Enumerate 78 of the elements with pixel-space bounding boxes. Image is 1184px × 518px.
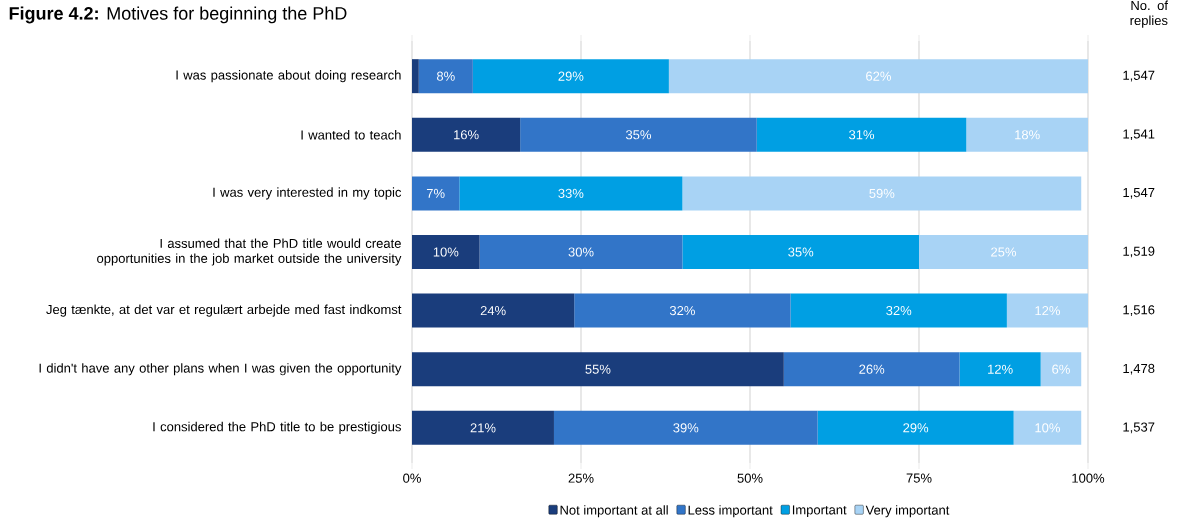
x-tick-label: 75%: [906, 473, 932, 483]
data-label: 10%: [433, 247, 459, 257]
data-label: 35%: [625, 130, 652, 140]
data-label: 32%: [886, 305, 912, 316]
y-tick-label: I assumed that the PhD title would create opportunities in the job market outside the university: [97, 238, 402, 266]
x-tick-label: 0%: [403, 473, 421, 483]
bar: [1013, 410, 1082, 445]
text: 1,541: [1123, 129, 1155, 141]
data-label: 35%: [788, 247, 814, 257]
data-label: 39%: [673, 423, 699, 433]
x-tick-label: 100%: [1072, 473, 1105, 483]
bar: [959, 352, 1041, 387]
data-label: 25%: [991, 247, 1017, 257]
data-label: 62%: [866, 71, 891, 81]
data-label: 32%: [669, 305, 695, 316]
data-label: 10%: [1035, 423, 1060, 433]
bar: [412, 59, 419, 94]
data-label: 59%: [869, 188, 895, 198]
bar: [412, 234, 480, 269]
text: 1,547: [1123, 188, 1155, 199]
bar: [412, 176, 460, 211]
y-tick-label: I wanted to teach: [301, 130, 401, 140]
bar: [756, 117, 967, 152]
text: Figure 4.2: Motives for beginning the PhD: [9, 6, 347, 24]
bar: [682, 234, 919, 269]
data-label: 29%: [903, 423, 929, 433]
bar: [1006, 293, 1088, 328]
data-label: 12%: [1035, 306, 1060, 316]
bar: [479, 234, 683, 269]
text: No. of replies: [1130, 0, 1168, 28]
x-tick-label: 50%: [737, 473, 763, 483]
y-tick-label: I was very interested in my topic: [213, 187, 402, 200]
bar: [966, 117, 1088, 152]
data-label: 31%: [849, 130, 875, 140]
data-label: 21%: [470, 423, 496, 433]
bar: [412, 117, 521, 152]
bar: [459, 176, 683, 211]
legend-label: Less important: [688, 505, 773, 518]
bar: [418, 59, 473, 94]
legend-label: Important: [792, 505, 847, 518]
data-label: 24%: [480, 306, 506, 316]
data-label: 30%: [568, 247, 594, 257]
bar: [520, 117, 757, 152]
data-label: 18%: [1015, 130, 1040, 140]
data-label: 6%: [1052, 364, 1070, 374]
legend-label: Not important at all: [560, 505, 668, 518]
bar: [412, 293, 575, 328]
data-label: 26%: [859, 364, 885, 374]
y-tick-label: I didn't have any other plans when I was given the opportunity: [39, 363, 402, 376]
legend-label: Very important: [865, 505, 950, 518]
bar: [682, 176, 1082, 211]
y-tick-label: Jeg tænkte, at det var et regulært arbejde med fast indkomst: [46, 304, 402, 317]
bar: [790, 293, 1007, 328]
data-label: 55%: [585, 364, 611, 374]
text: 1,516: [1123, 305, 1155, 316]
y-tick-label: I was passionate about doing research: [176, 70, 401, 83]
bar: [412, 352, 784, 387]
data-label: 7%: [426, 188, 445, 198]
text: 1,478: [1123, 363, 1155, 375]
x-tick-label: 25%: [568, 473, 594, 483]
bar: [919, 234, 1088, 269]
text: 1,537: [1123, 422, 1155, 434]
bar: [1040, 352, 1082, 387]
bar: [553, 410, 818, 445]
data-label: 16%: [454, 130, 479, 140]
bar: [783, 352, 960, 387]
data-label: 8%: [436, 71, 455, 81]
bar: [817, 410, 1014, 445]
bar: [472, 59, 669, 94]
data-label: 33%: [558, 188, 584, 198]
bar: [412, 410, 554, 445]
data-label: 29%: [558, 71, 584, 81]
y-tick-label: I considered the PhD title to be prestigious: [153, 421, 401, 434]
bar: [574, 293, 791, 328]
bar: [668, 59, 1088, 94]
text: 1,547: [1123, 70, 1155, 82]
text: 1,519: [1123, 246, 1155, 258]
data-label: 12%: [988, 364, 1013, 374]
